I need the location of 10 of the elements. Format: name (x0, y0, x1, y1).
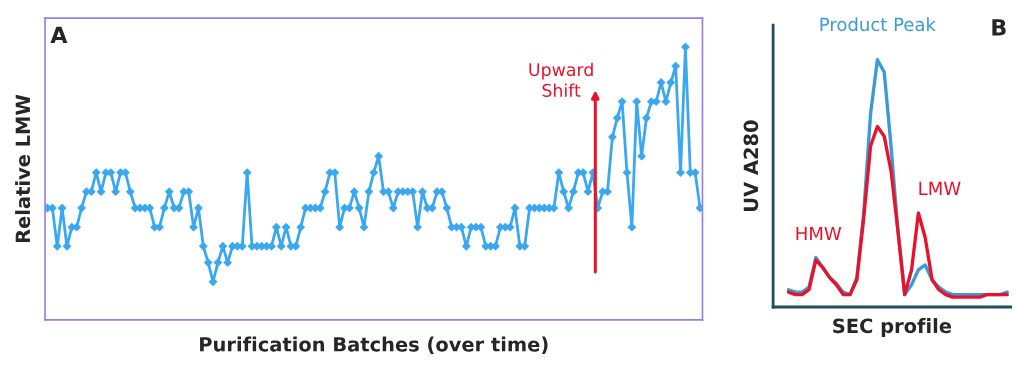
y-axis-title: Relative LMW (15, 94, 31, 243)
x-axis-title: Purification Batches (over time) (200, 336, 548, 354)
annotation: HMW (796, 226, 842, 241)
x-axis-title: SEC profile (833, 318, 952, 337)
y-axis-title: UV A280 (743, 120, 759, 211)
chart-title: B (992, 19, 1006, 36)
chart-title: A (50, 26, 68, 43)
series-label: Product Peak (820, 17, 936, 32)
annotation: LMW (919, 181, 961, 195)
annotation: Upward Shift (529, 62, 593, 97)
